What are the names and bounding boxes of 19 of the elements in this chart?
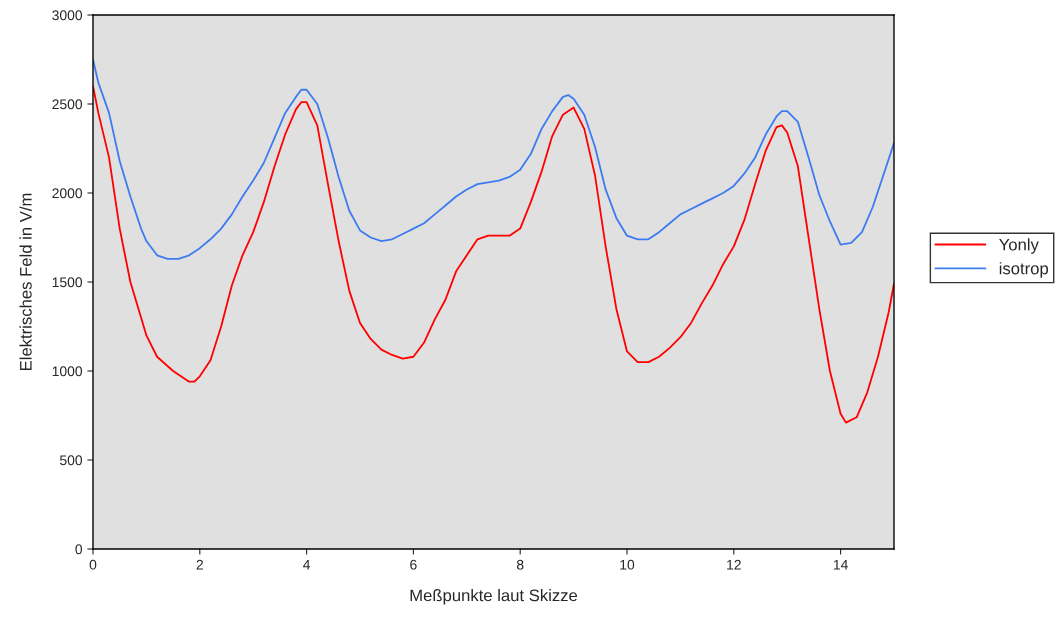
y-axis-title: Elektrisches Feld in V/m: [19, 193, 32, 371]
y-tick-label: 500: [59, 455, 83, 466]
y-tick-label: 2500: [52, 99, 83, 110]
legend-label: Yonly: [999, 238, 1039, 254]
x-tick-label: 0: [89, 559, 97, 570]
x-tick-label: 8: [516, 559, 524, 570]
x-tick-label: 2: [196, 559, 203, 570]
x-tick-label: 6: [410, 559, 417, 570]
x-tick-label: 4: [303, 559, 311, 570]
x-tick-label: 14: [833, 559, 848, 570]
y-tick-label: 3000: [52, 10, 83, 21]
x-axis-title: Meßpunkte laut Skizze: [410, 589, 578, 605]
x-tick-label: 12: [727, 559, 741, 570]
x-tick-label: 10: [620, 559, 635, 570]
y-tick-label: 1000: [52, 366, 83, 377]
legend-label: isotrop: [999, 262, 1049, 278]
y-tick-label: 1500: [52, 277, 83, 288]
y-tick-label: 0: [75, 544, 83, 555]
y-tick-label: 2000: [52, 188, 83, 199]
